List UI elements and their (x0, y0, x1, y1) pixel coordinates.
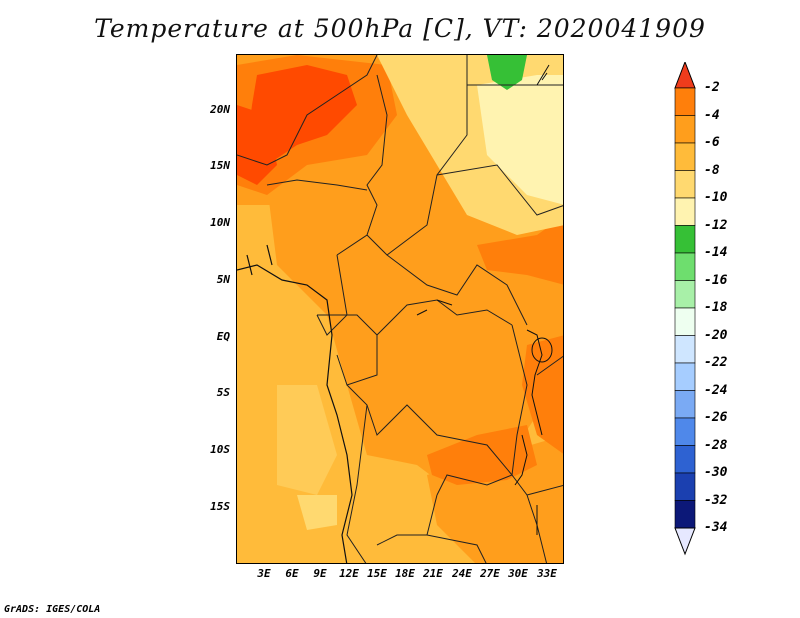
hot-region-east (477, 216, 563, 285)
colorbar-box (674, 252, 696, 281)
colorbar-label: -34 (704, 520, 728, 535)
cool-region-atlantic (277, 385, 337, 495)
colorbar-box (674, 170, 696, 199)
lat-tick: EQ (216, 330, 230, 343)
colorbar-label: -10 (704, 190, 728, 205)
colorbar-label: -2 (704, 80, 720, 95)
colorbar-box (674, 335, 696, 364)
colorbar-box (674, 280, 696, 309)
lat-tick: 10N (210, 216, 230, 229)
lon-tick: 9E (313, 567, 327, 580)
colorbar-label: -6 (704, 135, 720, 150)
credit-text: GrADS: IGES/COLA (4, 604, 101, 615)
lat-tick: 10S (210, 443, 230, 456)
lon-tick: 12E (339, 567, 359, 580)
lon-tick: 33E (537, 567, 557, 580)
colorbar-label: -14 (704, 245, 728, 260)
colorbar-label: -32 (704, 493, 728, 508)
temperature-map (236, 54, 564, 564)
country-borders (237, 55, 563, 563)
hottest-region-sahara (247, 65, 357, 165)
coastline (237, 244, 353, 563)
colorbar-box (674, 500, 696, 529)
warm-region-central (267, 155, 563, 495)
lon-tick: 6E (285, 567, 299, 580)
colorbar-top-arrow (674, 62, 696, 89)
colorbar-box (674, 417, 696, 446)
green-region-north (487, 55, 527, 90)
map-canvas (237, 55, 563, 563)
colorbar-label: -26 (704, 410, 728, 425)
colorbar-box (674, 390, 696, 419)
lat-tick: 15S (210, 500, 230, 513)
chart-title: Temperature at 500hPa [C], VT: 202004190… (94, 14, 706, 43)
colorbar-box (674, 472, 696, 501)
lat-tick: 20N (210, 103, 230, 116)
colorbar-label: -30 (704, 465, 728, 480)
colorbar-box (674, 362, 696, 391)
lon-tick: 24E (452, 567, 472, 580)
colorbar-label: -20 (704, 328, 728, 343)
colorbar-box (674, 142, 696, 171)
colorbar-label: -22 (704, 355, 728, 370)
colorbar-box (674, 197, 696, 226)
colorbar-box (674, 445, 696, 474)
colorbar-label: -4 (704, 108, 720, 123)
lat-tick: 15N (210, 159, 230, 172)
lat-tick: 5N (216, 273, 230, 286)
lon-tick: 3E (257, 567, 271, 580)
lakes (416, 64, 553, 535)
colorbar-bottom-arrow (674, 527, 696, 556)
cooler-region-northeast (477, 75, 563, 205)
lon-tick: 18E (395, 567, 415, 580)
colorbar-label: -16 (704, 273, 728, 288)
colorbar (674, 62, 696, 556)
colorbar-box (674, 115, 696, 144)
hot-region-katanga (427, 425, 537, 485)
colorbar-label: -28 (704, 438, 728, 453)
colorbar-label: -12 (704, 218, 728, 233)
lon-tick: 15E (367, 567, 387, 580)
lat-tick: 5S (216, 386, 230, 399)
colorbar-box (674, 225, 696, 254)
cool-region-southwest (297, 495, 337, 530)
lon-tick: 27E (480, 567, 500, 580)
colorbar-boxes (674, 87, 696, 529)
colorbar-box (674, 87, 696, 116)
colorbar-box (674, 307, 696, 336)
colorbar-label: -18 (704, 300, 728, 315)
colorbar-label: -8 (704, 163, 720, 178)
lon-tick: 30E (508, 567, 528, 580)
hot-region-lakes (522, 335, 563, 454)
lon-tick: 21E (423, 567, 443, 580)
colorbar-label: -24 (704, 383, 728, 398)
